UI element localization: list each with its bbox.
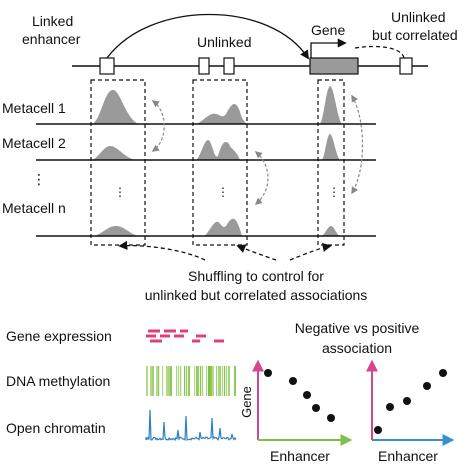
enhancer-region-box xyxy=(90,79,146,246)
open-chromatin-track xyxy=(145,409,237,442)
unlinked-region-box xyxy=(192,79,248,246)
positive-association-points xyxy=(374,369,447,434)
methylation-bar xyxy=(220,366,222,396)
metacell-n-label: Metacell n xyxy=(2,200,66,216)
shuffle-arrow-black xyxy=(236,244,277,261)
linked-enhancer-label-2: enhancer xyxy=(22,31,81,47)
scatter-point xyxy=(423,382,431,390)
association-title-1: Negative vs positive xyxy=(295,320,420,336)
peak xyxy=(196,103,248,124)
methylation-bar xyxy=(210,366,212,396)
dna-methylation-track xyxy=(146,366,236,396)
methylation-bar xyxy=(208,366,210,396)
methylation-bar xyxy=(226,366,228,396)
peak-group xyxy=(92,86,342,236)
scatter-point xyxy=(312,404,320,412)
unlinked-label: Unlinked xyxy=(197,34,251,50)
association-title-2: association xyxy=(322,340,392,356)
methylation-bar xyxy=(156,366,158,396)
enhancer-axis-label-right: Enhancer xyxy=(378,448,438,464)
methylation-bar xyxy=(194,366,196,396)
peak xyxy=(204,218,242,236)
scatter-point xyxy=(289,377,297,385)
scatter-point xyxy=(327,414,335,422)
gene-expression-track xyxy=(146,329,224,343)
shuffling-caption-1: Shuffling to control for xyxy=(188,268,324,284)
methylation-bar xyxy=(196,366,198,396)
methylation-bar xyxy=(222,366,224,396)
methylation-bar xyxy=(152,366,154,396)
methylation-bar xyxy=(166,366,168,396)
methylation-bar xyxy=(158,366,160,396)
methylation-bar xyxy=(170,366,172,396)
methylation-bar xyxy=(184,366,186,396)
peak xyxy=(196,140,240,160)
shuffle-arrow-black xyxy=(118,240,206,261)
scatter-point xyxy=(303,391,311,399)
metacell-1-label: Metacell 1 xyxy=(2,100,66,116)
metacell-2-label: Metacell 2 xyxy=(2,135,66,151)
gene-label: Gene xyxy=(311,22,345,38)
scatter-point xyxy=(264,369,272,377)
shuffling-caption-2: unlinked but correlated associations xyxy=(145,287,368,303)
scatter-point xyxy=(403,397,411,405)
dna-methylation-label: DNA methylation xyxy=(6,373,110,389)
methylation-bar xyxy=(212,366,214,396)
methylation-bar xyxy=(218,366,220,396)
methylation-bar xyxy=(188,366,190,396)
gene-axis-label: Gene xyxy=(239,386,254,418)
methylation-bar xyxy=(162,366,164,396)
peak xyxy=(320,86,342,124)
peak xyxy=(94,226,138,236)
enhancer-axis-label-left: Enhancer xyxy=(270,448,330,464)
negative-association-points xyxy=(264,369,335,422)
correlated-box xyxy=(399,57,413,75)
peak xyxy=(92,146,136,160)
methylation-bar xyxy=(150,366,152,396)
methylation-bar xyxy=(198,366,200,396)
linked-enhancer-label-1: Linked xyxy=(32,13,73,29)
peak xyxy=(322,226,340,236)
enhancer-box xyxy=(99,57,115,75)
correlated-dashed-arc xyxy=(354,45,405,59)
box-ellipsis: ⋮ xyxy=(114,185,126,199)
methylation-bar xyxy=(224,366,226,396)
chromatin-signal xyxy=(145,409,237,442)
methylation-bar xyxy=(168,366,170,396)
box-ellipsis: ⋮ xyxy=(217,185,229,199)
unlinked-correlated-label-1: Unlinked xyxy=(391,9,445,25)
methylation-bar xyxy=(200,366,202,396)
methylation-bar xyxy=(206,366,208,396)
row-ellipsis: ⋮ xyxy=(32,171,46,187)
box-ellipsis: ⋮ xyxy=(328,185,340,199)
unlinked-box-2 xyxy=(223,57,235,75)
scatter-point xyxy=(386,403,394,411)
peak xyxy=(92,89,138,124)
methylation-bar xyxy=(178,366,180,396)
linking-arc xyxy=(106,14,309,60)
shuffle-arrow-gray xyxy=(151,100,165,152)
methylation-bar xyxy=(176,366,178,396)
methylation-bar xyxy=(180,366,182,396)
gene-body xyxy=(309,57,359,75)
gene-expression-label: Gene expression xyxy=(6,328,112,344)
open-chromatin-label: Open chromatin xyxy=(6,420,106,436)
scatter-point xyxy=(374,426,382,434)
methylation-bar xyxy=(202,366,204,396)
methylation-bar xyxy=(146,366,148,396)
shuffle-arrow-gray xyxy=(351,94,364,195)
unlinked-correlated-label-2: but correlated xyxy=(372,27,458,43)
methylation-bar xyxy=(234,366,236,396)
shuffle-arrow-black xyxy=(289,242,332,261)
methylation-bar xyxy=(228,366,230,396)
methylation-bar xyxy=(216,366,218,396)
tss-arrow xyxy=(310,38,347,58)
shuffle-arrow-gray xyxy=(254,151,269,205)
peak xyxy=(322,134,340,160)
unlinked-box-1 xyxy=(198,57,210,75)
methylation-bar xyxy=(186,366,188,396)
scatter-point xyxy=(439,369,447,377)
